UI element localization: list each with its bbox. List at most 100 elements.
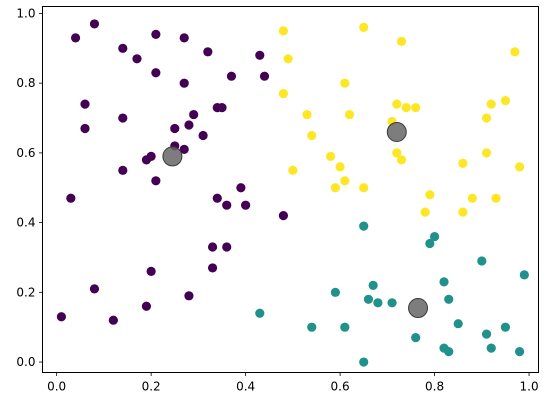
y-tick-label-3: 0.6	[16, 146, 35, 160]
scatter-point-cluster-0-25	[118, 165, 128, 175]
scatter-point-cluster-1-14	[340, 322, 350, 332]
scatter-point-cluster-1-20	[444, 346, 454, 357]
scatter-point-cluster-2-27	[359, 183, 369, 193]
x-tick-label-3: 0.6	[331, 380, 350, 394]
scatter-point-cluster-2-20	[396, 155, 407, 165]
y-tick-label-1: 0.2	[16, 285, 35, 299]
scatter-point-cluster-2-1	[359, 22, 369, 33]
x-tick-label-2: 0.4	[236, 380, 255, 394]
scatter-point-cluster-1-16	[500, 322, 511, 332]
scatter-point-cluster-2-16	[307, 130, 317, 141]
scatter-point-cluster-2-21	[481, 148, 492, 158]
scatter-point-cluster-2-9	[392, 99, 402, 109]
scatter-point-cluster-0-6	[132, 54, 142, 64]
scatter-point-cluster-0-11	[259, 71, 270, 81]
x-tick-label-1: 0.2	[142, 380, 161, 394]
scatter-point-cluster-0-10	[255, 50, 265, 60]
scatter-point-cluster-2-11	[411, 102, 421, 113]
y-tick-label-5: 1.0	[16, 6, 35, 20]
scatter-point-cluster-0-20	[217, 102, 227, 113]
x-tick-label-5: 1.0	[520, 380, 539, 394]
scatter-point-cluster-0-32	[278, 211, 289, 221]
scatter-point-cluster-1-23	[359, 357, 369, 367]
y-tick-label-4: 0.8	[16, 76, 35, 90]
centroid-marker-2	[408, 298, 429, 319]
scatter-point-cluster-1-3	[477, 256, 487, 266]
scatter-point-cluster-2-30	[491, 193, 501, 203]
scatter-point-cluster-0-27	[66, 193, 76, 203]
scatter-point-cluster-2-5	[340, 78, 350, 88]
scatter-point-cluster-2-17	[326, 151, 336, 161]
points-layer	[56, 19, 529, 367]
scatter-point-cluster-1-22	[515, 346, 525, 357]
scatter-point-cluster-0-31	[241, 200, 251, 210]
scatter-point-cluster-0-13	[118, 113, 128, 123]
scatter-point-cluster-2-15	[481, 113, 492, 123]
scatter-point-cluster-0-9	[226, 71, 237, 81]
scatter-point-cluster-2-7	[302, 109, 312, 120]
scatter-point-cluster-2-8	[344, 109, 355, 120]
scatter-point-cluster-0-39	[184, 291, 194, 301]
scatter-point-cluster-2-19	[392, 148, 402, 158]
scatter-point-cluster-0-35	[146, 266, 156, 277]
scatter-point-cluster-0-16	[184, 120, 194, 130]
scatter-point-cluster-0-18	[198, 130, 208, 141]
scatter-point-cluster-0-17	[189, 109, 199, 120]
scatter-point-cluster-0-15	[170, 123, 180, 134]
scatter-point-cluster-0-26	[151, 176, 161, 186]
scatter-point-cluster-1-11	[444, 294, 454, 304]
scatter-point-cluster-1-7	[330, 287, 340, 297]
scatter-point-cluster-2-25	[340, 176, 350, 186]
scatter-point-cluster-1-2	[425, 238, 435, 249]
scatter-point-cluster-0-22	[146, 151, 156, 161]
scatter-point-cluster-1-15	[453, 319, 463, 329]
scatter-point-cluster-0-33	[207, 242, 218, 252]
scatter-point-cluster-0-36	[207, 263, 218, 273]
y-tick-label-2: 0.4	[16, 216, 35, 230]
scatter-point-cluster-2-23	[515, 162, 525, 172]
scatter-point-cluster-0-40	[56, 312, 66, 322]
scatter-point-cluster-0-8	[179, 78, 189, 88]
scatter-point-cluster-1-8	[363, 294, 374, 304]
scatter-point-cluster-0-12	[80, 99, 90, 109]
scatter-point-cluster-0-30	[236, 183, 246, 193]
scatter-point-cluster-2-4	[283, 54, 293, 64]
scatter-point-cluster-1-6	[368, 280, 378, 290]
scatter-point-cluster-0-0	[70, 33, 81, 43]
scatter-point-cluster-0-38	[141, 301, 152, 311]
scatter-point-cluster-2-24	[288, 165, 298, 175]
scatter-point-cluster-1-17	[411, 333, 421, 343]
scatter-point-cluster-0-2	[118, 43, 128, 53]
scatter-point-cluster-1-18	[481, 329, 492, 339]
scatter-point-cluster-0-41	[108, 315, 118, 325]
scatter-point-cluster-2-2	[396, 36, 407, 46]
scatter-point-cluster-1-9	[373, 298, 383, 308]
scatter-point-cluster-0-37	[89, 284, 100, 294]
scatter-point-cluster-2-0	[278, 26, 289, 36]
scatter-point-cluster-1-21	[486, 343, 496, 353]
scatter-point-cluster-0-24	[179, 144, 189, 155]
scatter-point-cluster-2-31	[420, 207, 430, 217]
scatter-point-cluster-2-32	[458, 207, 468, 217]
plot-frame	[42, 6, 539, 373]
scatter-point-cluster-0-28	[212, 193, 222, 203]
scatter-point-cluster-0-1	[89, 19, 100, 29]
scatter-point-cluster-1-0	[359, 221, 369, 231]
scatter-point-cluster-1-4	[519, 270, 529, 280]
scatter-point-cluster-1-12	[255, 308, 265, 318]
centroid-marker-1	[386, 121, 407, 142]
scatter-point-cluster-2-10	[401, 102, 411, 113]
x-axis: 0.0 0.2 0.4 0.6 0.8 1.0	[47, 372, 539, 394]
scatter-point-cluster-0-14	[80, 123, 90, 134]
scatter-point-cluster-2-18	[335, 162, 345, 172]
scatter-point-cluster-1-13	[307, 322, 317, 332]
scatter-point-cluster-0-3	[151, 29, 161, 39]
scatter-point-cluster-2-13	[486, 99, 496, 109]
scatter-point-cluster-0-29	[222, 200, 232, 210]
scatter-point-cluster-2-26	[330, 183, 340, 193]
scatter-point-cluster-1-5	[439, 277, 449, 287]
centroid-marker-0	[162, 146, 183, 167]
scatter-point-cluster-2-3	[510, 47, 520, 57]
scatter-point-cluster-2-28	[425, 190, 435, 200]
